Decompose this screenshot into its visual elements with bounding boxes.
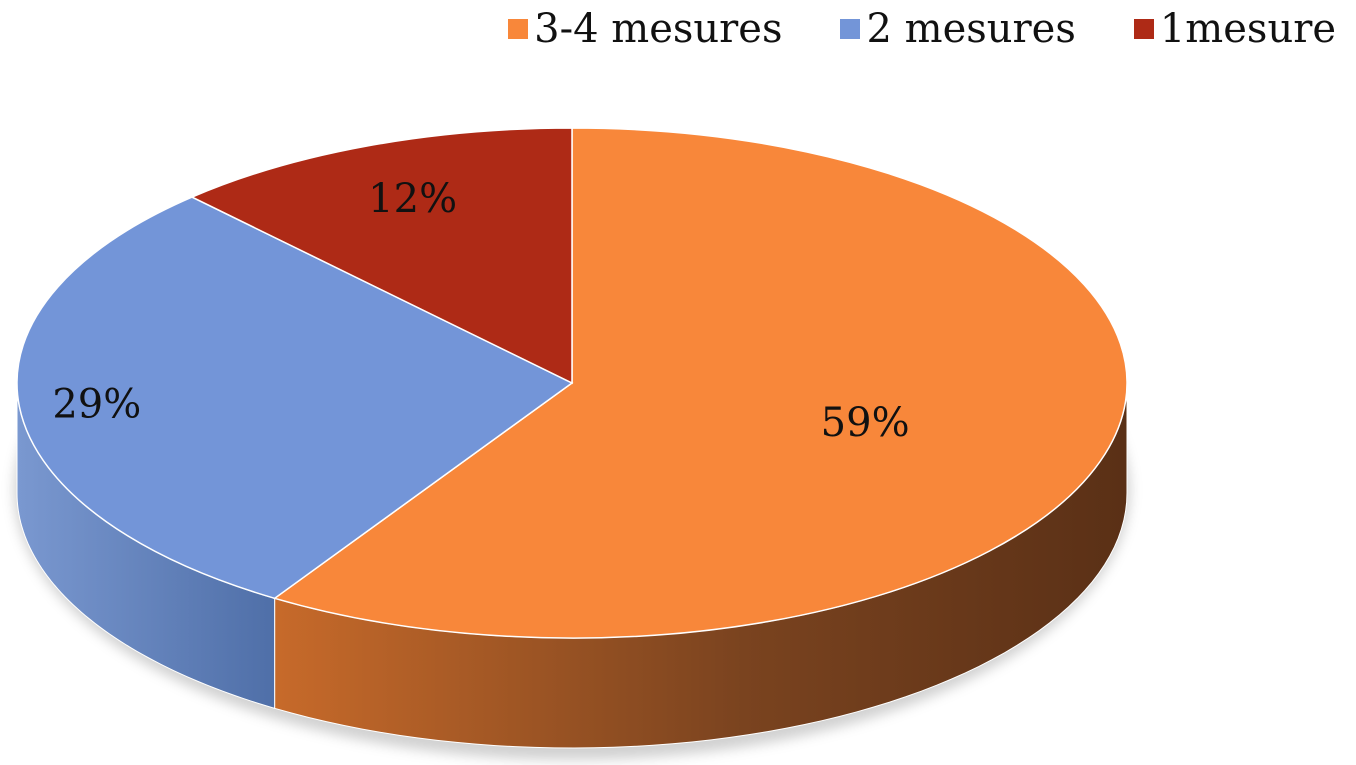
- pie-slice-1mesure: [190, 127, 573, 385]
- pie-slice-2-mesures: [16, 196, 574, 600]
- legend-item-3-4-mesures: 3-4 mesures: [508, 6, 782, 52]
- pie-top: [16, 127, 1128, 639]
- legend-label-1mesure: 1mesure: [1159, 6, 1336, 52]
- chart-legend: 3-4 mesures 2 mesures 1mesure: [508, 6, 1336, 52]
- pie-slice-3-4-mesures: [272, 127, 1128, 639]
- legend-item-1mesure: 1mesure: [1133, 6, 1336, 52]
- pie-label-1mesure: 12%: [368, 176, 457, 222]
- legend-item-2-mesures: 2 mesures: [840, 6, 1076, 52]
- pie-label-2-mesures: 29%: [52, 382, 141, 428]
- legend-label-2-mesures: 2 mesures: [866, 6, 1076, 52]
- legend-swatch-2-mesures: [840, 19, 861, 39]
- legend-swatch-1mesure: [1133, 19, 1154, 39]
- pie-label-3-4-mesures: 59%: [821, 400, 910, 446]
- legend-swatch-3-4-mesures: [508, 19, 529, 39]
- pie-labels: 59% 29% 12%: [52, 176, 909, 446]
- legend-label-3-4-mesures: 3-4 mesures: [534, 6, 783, 52]
